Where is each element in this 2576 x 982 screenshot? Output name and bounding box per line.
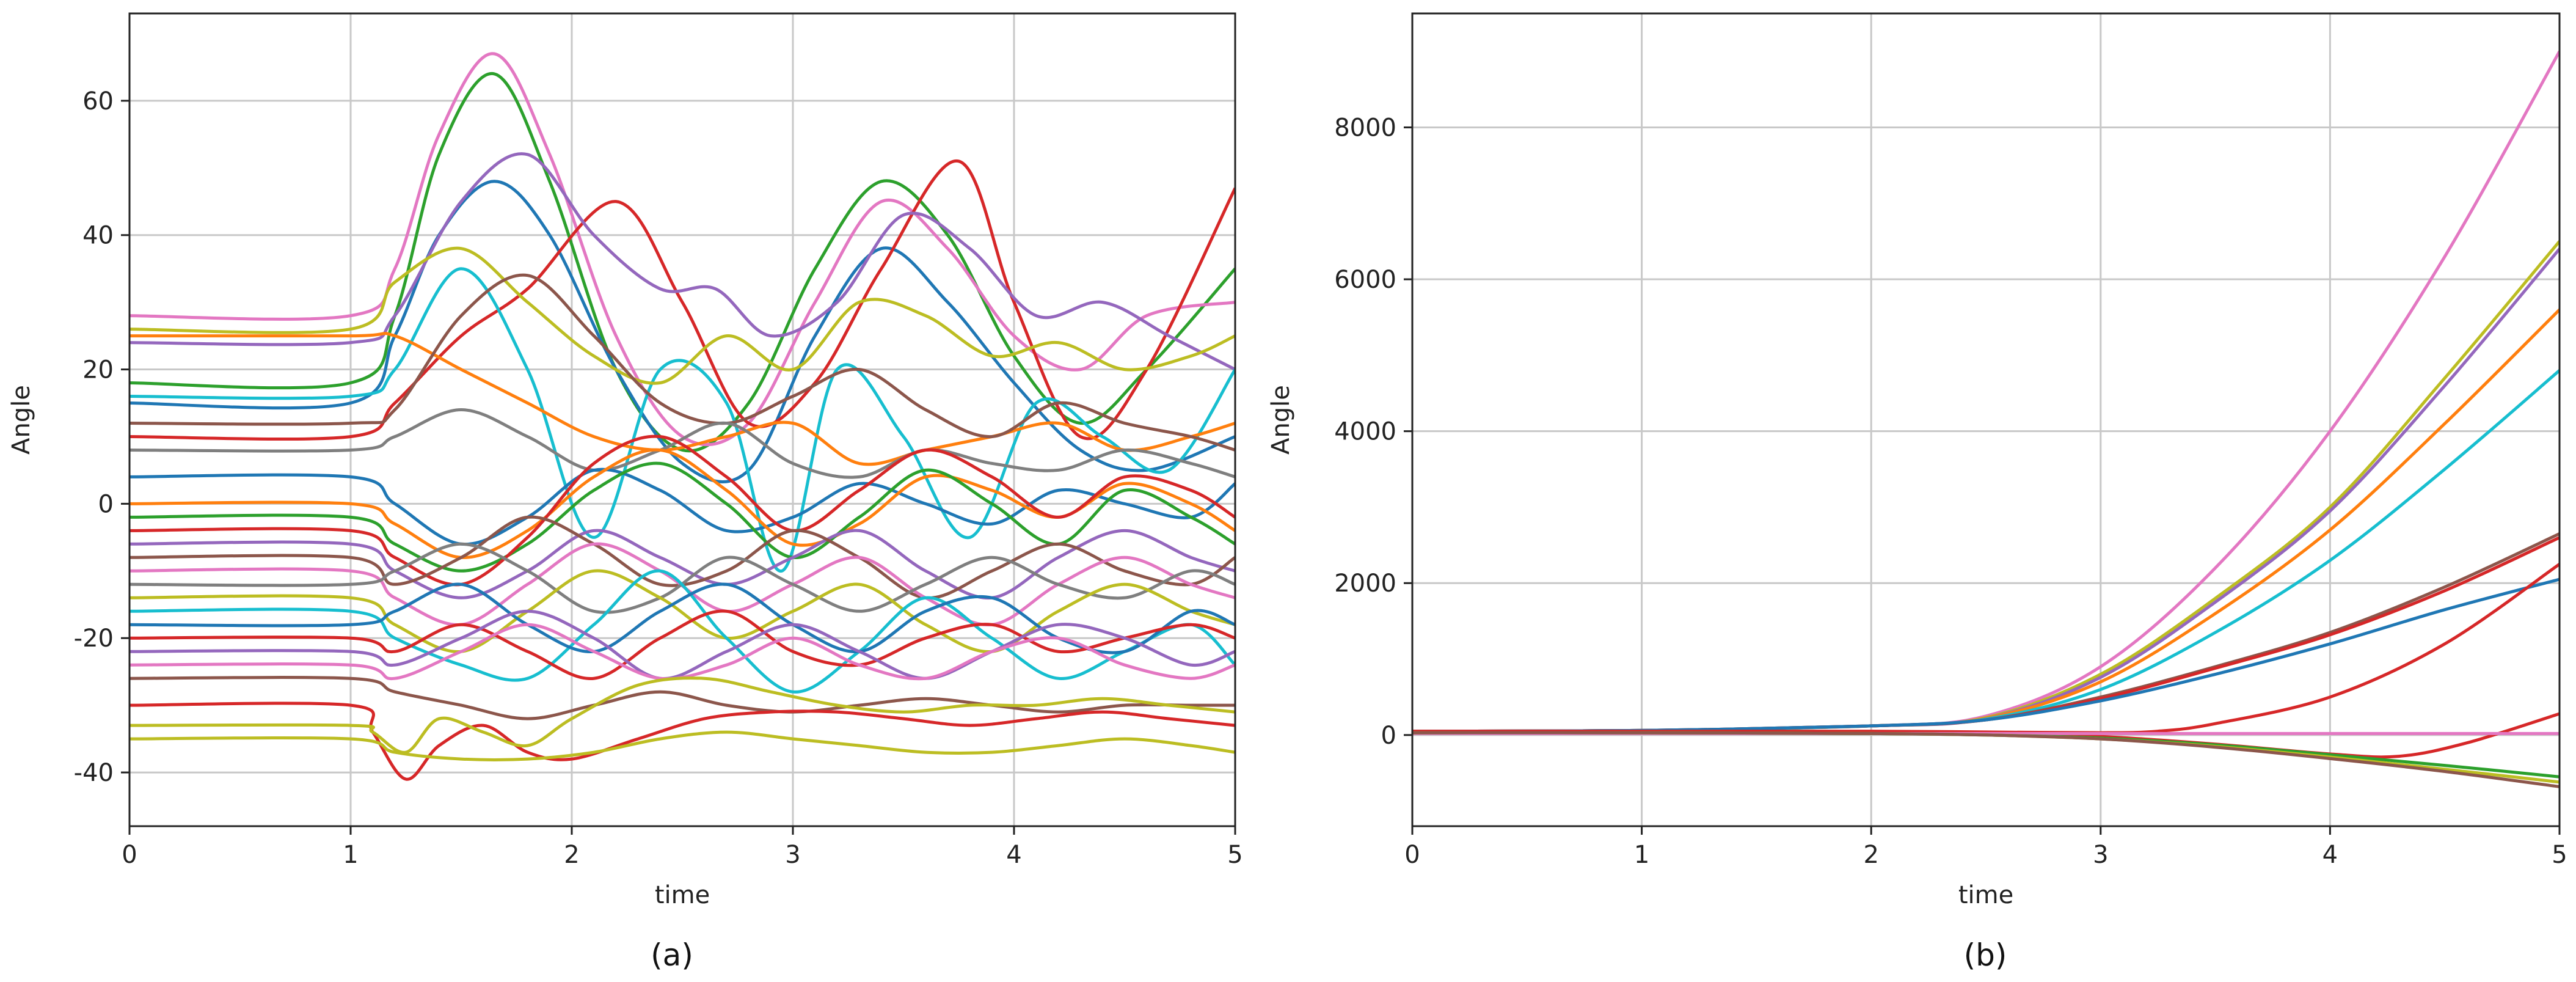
series-line-5 <box>1412 369 2560 733</box>
chart-panel-b: 0 1 2 3 4 5 0 2000 4000 6000 8000 time Angle (b) <box>1267 12 2567 973</box>
y-tick-label: 6000 <box>1334 266 1396 294</box>
series-line-28 <box>130 730 1235 761</box>
y-axis-label: Angle <box>1267 385 1295 455</box>
series-line-11 <box>130 467 1235 546</box>
series-line-6 <box>130 267 1235 573</box>
series-line-3 <box>130 180 1235 483</box>
series-line-16 <box>130 515 1235 599</box>
x-tick-label: 4 <box>1006 841 1021 869</box>
series-line-25 <box>130 676 1235 720</box>
y-tick-label: 2000 <box>1334 570 1396 598</box>
y-tick-label: -20 <box>74 625 114 653</box>
series-line-8 <box>130 332 1235 466</box>
x-axis-label: time <box>1958 881 2013 909</box>
tick-labels: 0 1 2 3 4 5 -40 -20 0 20 40 60 <box>74 87 1243 869</box>
series-line-23 <box>130 609 1235 680</box>
x-tick-label: 3 <box>2093 841 2108 869</box>
y-tick-label: 0 <box>98 490 114 518</box>
y-tick-label: 60 <box>82 87 114 115</box>
series-line-5 <box>130 152 1235 371</box>
series-lines <box>1412 50 2560 788</box>
y-tick-label: 0 <box>1381 722 1396 750</box>
x-tick-label: 2 <box>1863 841 1878 869</box>
series-line-24 <box>130 623 1235 681</box>
series-line-3 <box>1412 247 2560 733</box>
x-tick-label: 5 <box>1227 841 1242 869</box>
y-tick-label: 4000 <box>1334 418 1396 446</box>
series-line-14 <box>130 434 1235 587</box>
x-tick-label: 1 <box>343 841 358 869</box>
plot-frame <box>1411 12 2561 827</box>
panel-caption: (b) <box>1964 937 2007 973</box>
y-tick-label: 20 <box>82 356 114 384</box>
series-line-19 <box>130 569 1235 653</box>
y-tick-label: 40 <box>82 222 114 250</box>
series-line-2 <box>1412 240 2560 733</box>
x-tick-label: 1 <box>1634 841 1649 869</box>
x-tick-label: 0 <box>122 841 137 869</box>
tick-labels: 0 1 2 3 4 5 0 2000 4000 6000 8000 <box>1334 114 2567 869</box>
series-line-7 <box>1412 536 2560 733</box>
x-tick-label: 3 <box>785 841 800 869</box>
x-tick-label: 4 <box>2322 841 2338 869</box>
series-line-18 <box>130 542 1235 614</box>
x-tick-label: 2 <box>564 841 579 869</box>
series-line-10 <box>130 408 1235 479</box>
x-tick-label: 0 <box>1404 841 1420 869</box>
series-line-21 <box>130 582 1235 654</box>
plot-frame <box>128 12 1236 827</box>
panel-caption: (a) <box>651 937 693 973</box>
series-line-22 <box>130 609 1235 680</box>
series-line-26 <box>130 702 1235 781</box>
series-line-1 <box>1412 50 2560 733</box>
series-line-27 <box>130 676 1235 754</box>
series-line-1 <box>130 72 1235 453</box>
x-axis-label: time <box>655 881 710 909</box>
series-lines <box>130 52 1235 781</box>
series-line-9 <box>1412 563 2560 735</box>
y-tick-label: -40 <box>74 759 114 787</box>
series-line-13 <box>130 461 1235 573</box>
grid <box>1411 13 2561 826</box>
y-axis-label: Angle <box>7 385 35 455</box>
series-line-8 <box>1412 577 2560 733</box>
series-line-4 <box>1412 309 2560 733</box>
series-line-12 <box>1412 731 2560 779</box>
series-line-14 <box>1412 731 2560 788</box>
x-tick-label: 5 <box>2552 841 2567 869</box>
series-line-6 <box>1412 532 2560 733</box>
y-tick-label: 8000 <box>1334 114 1396 142</box>
series-line-7 <box>130 246 1235 385</box>
series-line-2 <box>130 52 1235 447</box>
chart-panel-a: 0 1 2 3 4 5 -40 -20 0 20 40 60 time Angle (a) <box>7 12 1243 973</box>
